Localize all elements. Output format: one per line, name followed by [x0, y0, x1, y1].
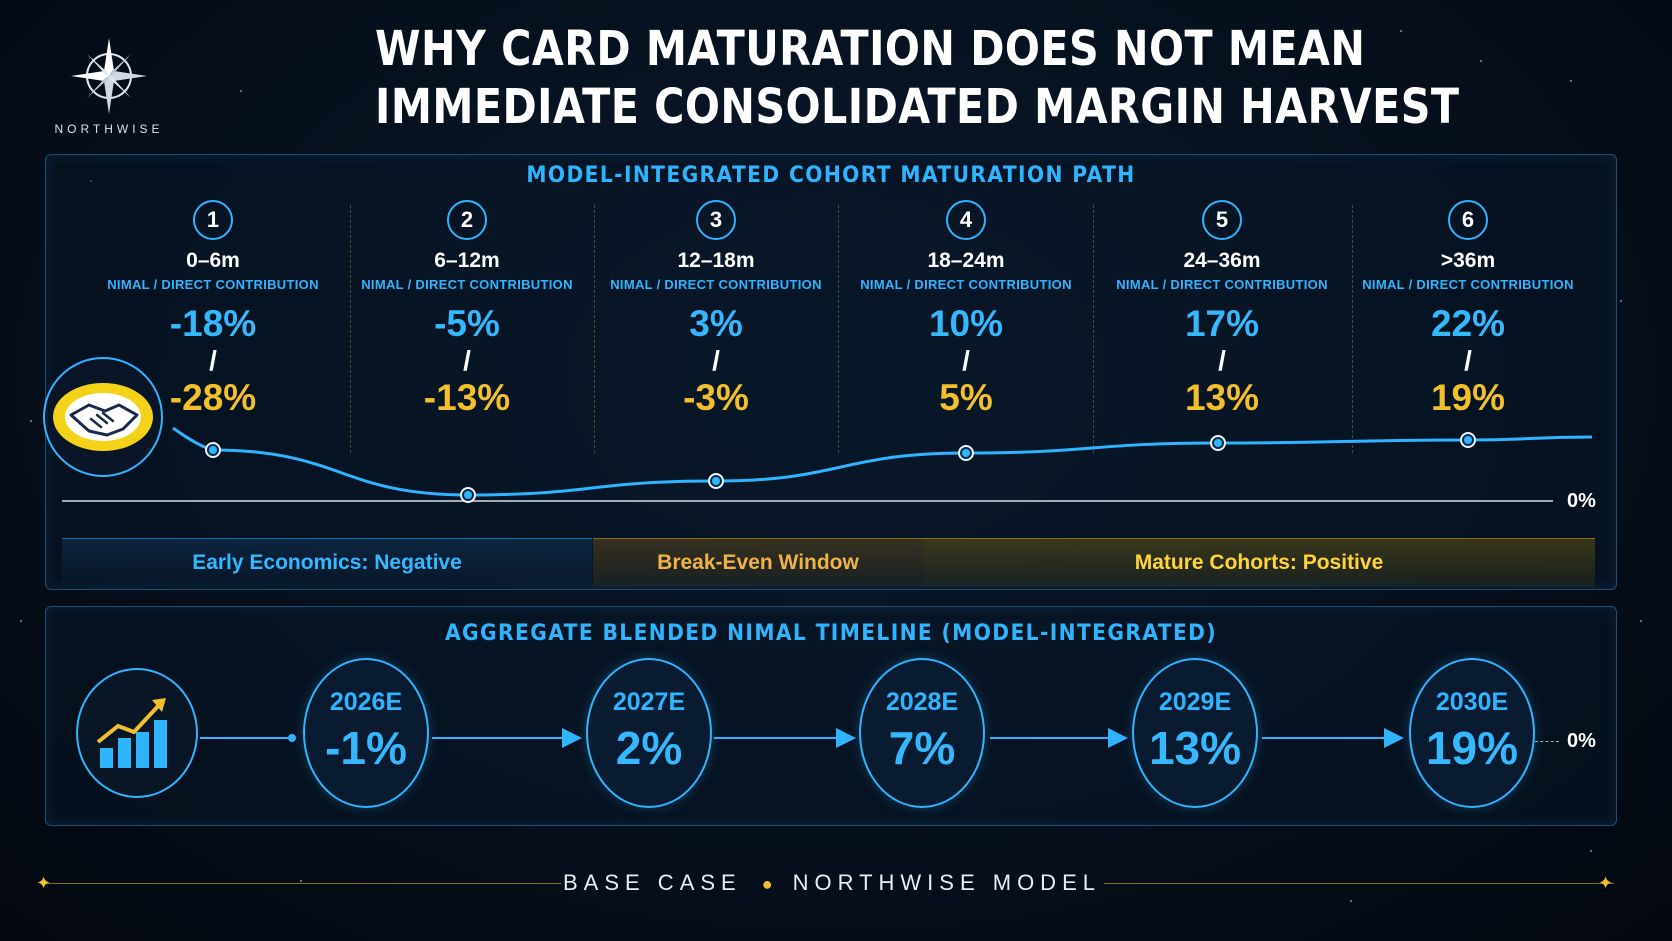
metric-label: NIMAL / DIRECT CONTRIBUTION — [1362, 277, 1574, 292]
timeline-node: 2030E 19% — [1409, 658, 1535, 808]
cohort-maturation-panel: MODEL-INTEGRATED COHORT MATURATION PATH — [45, 154, 1617, 590]
maturation-curve-line — [172, 426, 1593, 497]
direct-contribution-value: 5% — [939, 377, 993, 418]
curve-point-core — [209, 446, 217, 454]
timeline-value: 2% — [615, 722, 683, 774]
nimal-value: 22% — [1430, 303, 1506, 344]
direct-contribution-value: 19% — [1430, 377, 1506, 418]
timeline-value: -1% — [325, 722, 407, 774]
metric-label: NIMAL / DIRECT CONTRIBUTION — [107, 277, 319, 292]
timeline-node: 2029E 13% — [1132, 658, 1258, 808]
footer: ✦ BASE CASE ● NORTHWISE MODEL ✦ — [0, 870, 1672, 900]
timeline-year: 2028E — [885, 688, 959, 716]
title-line-2: IMMEDIATE CONSOLIDATED MARGIN HARVEST — [375, 79, 1460, 135]
cohort-column: 4 18–24m NIMAL / DIRECT CONTRIBUTION 10%… — [851, 200, 1081, 418]
footer-divider-right — [1104, 883, 1614, 884]
title-line-1: WHY CARD MATURATION DOES NOT MEAN — [375, 21, 1366, 77]
metric-label: NIMAL / DIRECT CONTRIBUTION — [361, 277, 573, 292]
curve-point-core — [464, 491, 472, 499]
nimal-value: 10% — [928, 303, 1004, 344]
column-divider — [1352, 205, 1353, 453]
value-separator: / — [712, 345, 720, 376]
timeline-connector-dot — [288, 734, 296, 742]
brand-name: NORTHWISE — [54, 122, 164, 136]
nimal-value: 3% — [689, 303, 743, 344]
curve-point-core — [962, 449, 970, 457]
sparkle-icon: ✦ — [1598, 873, 1614, 893]
zero-axis-label: 0% — [1567, 490, 1596, 512]
direct-contribution-value: -3% — [683, 377, 749, 418]
value-separator: / — [209, 345, 217, 376]
direct-contribution-value: -13% — [423, 377, 511, 418]
timeline-value: 7% — [888, 722, 956, 774]
cohort-period: 0–6m — [186, 249, 240, 272]
value-separator: / — [1464, 345, 1472, 376]
timeline-year: 2030E — [1435, 688, 1509, 716]
cohort-step-number: 4 — [946, 200, 986, 240]
cohort-step-number: 5 — [1202, 200, 1242, 240]
column-divider — [838, 205, 839, 453]
sparkle-icon: ✦ — [36, 873, 52, 893]
metric-label: NIMAL / DIRECT CONTRIBUTION — [610, 277, 822, 292]
cohort-column: 5 24–36m NIMAL / DIRECT CONTRIBUTION 17%… — [1107, 200, 1337, 418]
handshake-logo — [43, 357, 163, 477]
compass-star-icon — [71, 38, 147, 114]
cohort-column: 6 >36m NIMAL / DIRECT CONTRIBUTION 22% /… — [1353, 200, 1583, 418]
cohort-period: 24–36m — [1183, 249, 1261, 272]
cohort-step-number: 3 — [696, 200, 736, 240]
footer-separator-dot: ● — [761, 874, 773, 894]
cohort-step-number: 1 — [193, 200, 233, 240]
cohort-column: 3 12–18m NIMAL / DIRECT CONTRIBUTION 3% … — [601, 200, 831, 418]
value-separator: / — [1218, 345, 1226, 376]
metric-label: NIMAL / DIRECT CONTRIBUTION — [860, 277, 1072, 292]
column-divider — [350, 205, 351, 453]
curve-point-core — [1214, 439, 1222, 447]
handshake-icon — [53, 383, 153, 451]
cohort-step-number: 6 — [1448, 200, 1488, 240]
timeline-node: 2027E 2% — [586, 658, 712, 808]
metric-label: NIMAL / DIRECT CONTRIBUTION — [1116, 277, 1328, 292]
cohort-column: 1 0–6m NIMAL / DIRECT CONTRIBUTION -18% … — [98, 200, 328, 418]
cohort-period: 6–12m — [434, 249, 500, 272]
value-separator: / — [463, 345, 471, 376]
zero-dash-line — [1535, 741, 1559, 742]
cohort-step-number: 2 — [447, 200, 487, 240]
cohort-period: >36m — [1440, 249, 1496, 272]
timeline-value: 19% — [1425, 722, 1519, 774]
nimal-value: -5% — [434, 303, 500, 344]
timeline-node: 2026E -1% — [303, 658, 429, 808]
growth-chart-icon — [76, 668, 198, 798]
nimal-value: -18% — [169, 303, 257, 344]
timeline-year: 2027E — [612, 688, 686, 716]
timeline-value: 13% — [1148, 722, 1242, 774]
curve-point-core — [712, 477, 720, 485]
band-early-economics: Early Economics: Negative — [62, 538, 592, 587]
brand-logo: NORTHWISE — [54, 34, 164, 144]
cohort-period: 12–18m — [677, 249, 755, 272]
timeline-year: 2029E — [1158, 688, 1232, 716]
band-mature-cohorts: Mature Cohorts: Positive — [923, 538, 1595, 587]
timeline-panel-title: AGGREGATE BLENDED NIMAL TIMELINE (MODEL-… — [445, 621, 1217, 646]
direct-contribution-value: -28% — [169, 377, 257, 418]
footer-caption: BASE CASE ● NORTHWISE MODEL — [560, 870, 1104, 896]
cohort-column: 2 6–12m NIMAL / DIRECT CONTRIBUTION -5% … — [352, 200, 582, 418]
footer-model: NORTHWISE MODEL — [792, 870, 1101, 895]
curve-point-core — [1464, 436, 1472, 444]
nimal-value: 17% — [1184, 303, 1260, 344]
cohort-period: 18–24m — [927, 249, 1005, 272]
footer-base-case: BASE CASE — [563, 870, 742, 895]
footer-divider-left — [46, 883, 561, 884]
page-title: WHY CARD MATURATION DOES NOT MEAN IMMEDI… — [375, 20, 1460, 136]
cohort-panel-title: MODEL-INTEGRATED COHORT MATURATION PATH — [526, 163, 1136, 188]
direct-contribution-value: 13% — [1184, 377, 1260, 418]
timeline-year: 2026E — [329, 688, 403, 716]
timeline-zero-label: 0% — [1567, 730, 1596, 752]
band-break-even: Break-Even Window — [593, 538, 923, 587]
column-divider — [1093, 205, 1094, 453]
column-divider — [594, 205, 595, 453]
timeline-node: 2028E 7% — [859, 658, 985, 808]
value-separator: / — [962, 345, 970, 376]
